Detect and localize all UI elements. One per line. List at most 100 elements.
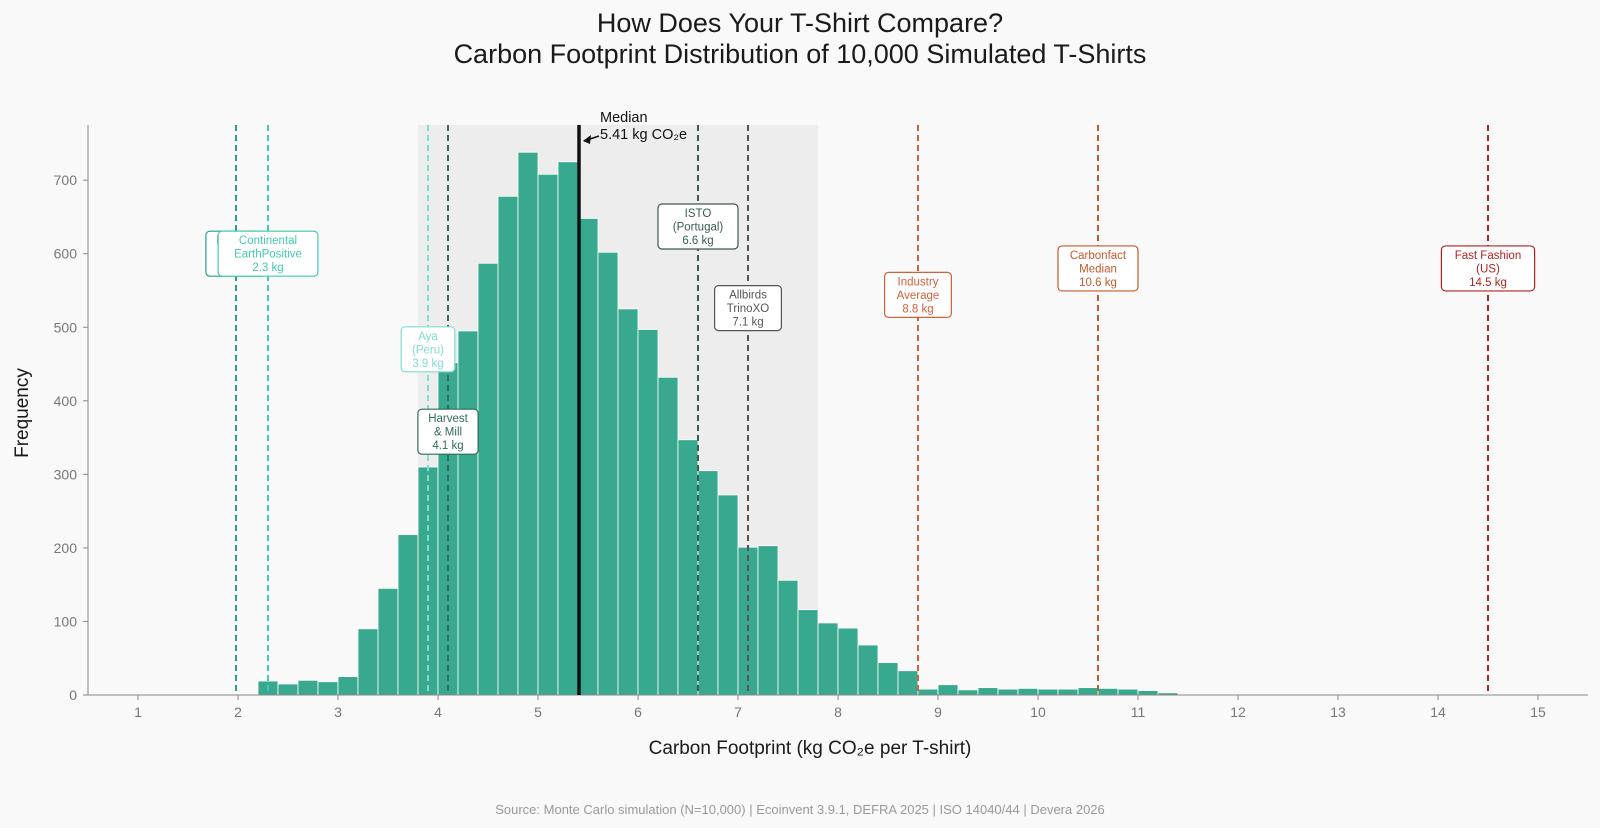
histogram-bar [357, 628, 379, 696]
annotation-text: Industry [898, 276, 939, 288]
annotation-text: 3.9 kg [412, 358, 443, 370]
annotation-text: Median [1079, 263, 1117, 275]
annotation-text: 10.6 kg [1079, 277, 1117, 289]
x-tick-label: 1 [134, 704, 142, 720]
x-tick-label: 4 [434, 704, 442, 720]
y-tick-label: 0 [69, 687, 77, 703]
histogram-bar [977, 687, 999, 696]
y-axis-label: Frequency [12, 368, 33, 458]
annotation-text: 7.1 kg [732, 317, 763, 329]
histogram-bar [1077, 687, 1099, 696]
histogram-bar [797, 609, 819, 696]
histogram-bar [837, 627, 859, 696]
histogram-bar [937, 684, 959, 696]
annotation-text: Carbonfact [1070, 250, 1127, 262]
annotation-text: (Peru) [412, 344, 444, 356]
annotation-box [1440, 245, 1536, 292]
y-tick-label: 200 [54, 540, 78, 556]
histogram-bar [857, 644, 879, 696]
histogram-bar [457, 330, 479, 696]
annotation-text: 8.8 kg [902, 303, 933, 315]
y-tick-label: 300 [54, 466, 78, 482]
histogram-bar [897, 670, 919, 696]
annotation-text: (US) [1476, 263, 1500, 275]
annotation-box [1057, 245, 1139, 292]
annotation-box [217, 230, 319, 277]
histogram-bar [477, 262, 499, 696]
y-tick-label: 700 [54, 172, 78, 188]
x-tick-label: 15 [1530, 704, 1546, 720]
median-value-label: 5.41 kg CO₂e [600, 127, 687, 143]
histogram-bar [657, 376, 679, 696]
annotation-text: 4.1 kg [432, 440, 463, 452]
histogram-bar [597, 251, 619, 696]
histogram-bar [397, 534, 419, 696]
histogram-bar [517, 151, 539, 696]
y-tick-label: 400 [54, 393, 78, 409]
chart-title: How Does Your T-Shirt Compare? [597, 8, 1003, 38]
x-tick-label: 12 [1230, 704, 1246, 720]
histogram-bar [277, 683, 299, 696]
x-tick-label: 9 [934, 704, 942, 720]
x-tick-label: 5 [534, 704, 542, 720]
x-tick-label: 11 [1131, 704, 1146, 720]
annotation-text: Average [897, 290, 940, 302]
x-tick-label: 7 [734, 704, 742, 720]
histogram-bar [997, 688, 1019, 696]
histogram-bar [1117, 688, 1139, 696]
histogram-bar [777, 579, 799, 696]
x-tick-label: 14 [1430, 704, 1446, 720]
annotation-text: (Portugal) [673, 221, 724, 233]
y-tick-label: 100 [54, 613, 78, 629]
annotation-text: Aya [418, 331, 438, 343]
histogram-bar [717, 494, 739, 696]
histogram-bar [1037, 688, 1059, 696]
histogram-bar [377, 587, 399, 696]
plot-area: 1 2 3 4 5 6 7 8 9 10 11 12 13 14 150100200300400500600… [54, 110, 1588, 720]
histogram-bar [877, 662, 899, 696]
histogram-bar [317, 681, 339, 696]
y-tick-label: 500 [54, 319, 78, 335]
annotation-text: 2.3 kg [252, 262, 283, 274]
x-tick-label: 13 [1330, 704, 1346, 720]
x-tick-label: 2 [234, 704, 242, 720]
histogram-bar [917, 688, 939, 696]
histogram-bar [1137, 690, 1159, 696]
x-axis-label: Carbon Footprint (kg CO₂e per T-shirt) [649, 738, 972, 759]
histogram-bar [617, 308, 639, 696]
annotation-text: 14.5 kg [1469, 277, 1507, 289]
y-tick-label: 600 [54, 246, 78, 262]
x-tick-label: 10 [1030, 704, 1046, 720]
annotation-box [883, 271, 952, 318]
annotation-box [400, 326, 456, 373]
histogram-bar [537, 173, 559, 696]
histogram-bar [1017, 687, 1039, 696]
chart-subtitle: Carbon Footprint Distribution of 10,000 … [454, 39, 1147, 69]
annotation-text: & Mill [434, 427, 462, 439]
median-arrow-head [583, 135, 591, 144]
histogram-bar [757, 545, 779, 696]
annotation-box [713, 285, 782, 332]
annotation-text: Fast Fashion [1455, 250, 1521, 262]
annotation-text: ISTO [685, 208, 712, 220]
x-tick-label: 8 [834, 704, 842, 720]
annotation-text: EarthPositive [234, 249, 302, 261]
histogram-bar [557, 161, 579, 696]
annotation-box [417, 408, 479, 455]
x-tick-label: 3 [334, 704, 342, 720]
histogram-bar [297, 679, 319, 696]
annotation-text: Continental [239, 235, 297, 247]
annotation-text: 6.6 kg [682, 235, 713, 247]
histogram-bar [497, 195, 519, 696]
annotation-text: Harvest [428, 413, 468, 425]
annotation-text: TrinoXO [727, 303, 769, 315]
histogram-bar [337, 676, 359, 696]
annotation-box [657, 203, 739, 250]
histogram-bar [577, 218, 599, 696]
histogram-bar [957, 689, 979, 696]
histogram-bar [637, 329, 659, 696]
x-tick-label: 6 [634, 704, 642, 720]
histogram-bar [677, 439, 699, 696]
